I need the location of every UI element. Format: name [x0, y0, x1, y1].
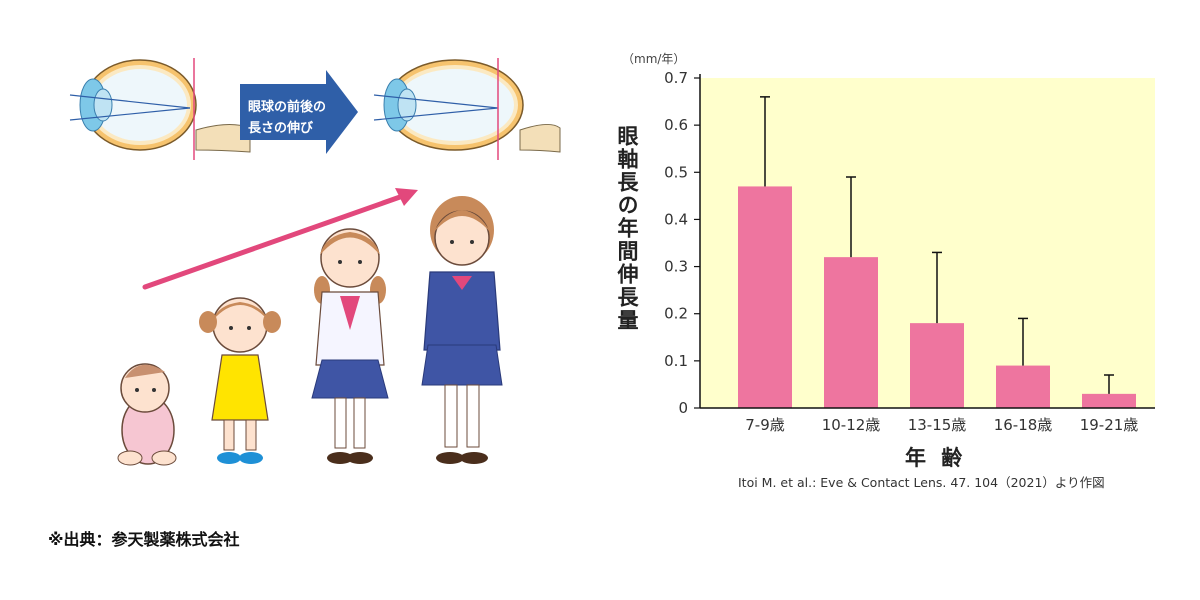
bar-chart: 0 0.1 0.2 0.3 0.4 0.5 0.6 0.7 7-9歳 10-12歳 13-15歳 1… [664, 69, 1155, 434]
x-tick-label: 19-21歳 [1080, 416, 1139, 434]
x-tick-label: 13-15歳 [908, 416, 967, 434]
bar-13-15歳 [910, 323, 964, 408]
growth-arrow-blue [240, 70, 358, 154]
growth-arrow-pink [142, 188, 418, 290]
x-tick-label: 10-12歳 [822, 416, 881, 434]
y-tick-label: 0.1 [664, 352, 688, 370]
eye-diagram-before [69, 58, 251, 160]
y-tick-label: 0.4 [664, 210, 688, 228]
y-unit-label: （mm/年） [622, 52, 686, 66]
bar-19-21歳 [1082, 393, 1136, 408]
y-tick-label: 0.7 [664, 69, 688, 87]
eye-diagram-after [373, 58, 561, 160]
bar-10-12歳 [824, 257, 878, 408]
bar-16-18歳 [996, 365, 1050, 408]
toddler-figure [199, 297, 281, 464]
y-tick-label: 0.3 [664, 258, 688, 276]
arrow-label-line2: 長さの伸び [248, 121, 314, 136]
y-axis-label: 眼軸長の年間伸長量 [615, 125, 639, 332]
baby-figure [117, 363, 177, 466]
teen-girl-figure [421, 196, 503, 464]
x-tick-label: 16-18歳 [994, 416, 1053, 434]
arrow-label-line1: 眼球の前後の [248, 100, 327, 115]
y-tick-label: 0 [678, 399, 688, 417]
eye-growth-illustration [69, 58, 561, 466]
y-tick-label: 0.5 [664, 163, 688, 181]
bar-7-9歳 [738, 186, 792, 408]
citation: Itoi M. et al.: Eve & Contact Lens. 47. … [738, 475, 1105, 490]
student-girl-figure [311, 228, 389, 464]
y-tick-label: 0.6 [664, 116, 688, 134]
x-axis-label: 年 齢 [905, 446, 967, 470]
y-tick-label: 0.2 [664, 305, 688, 323]
x-tick-label: 7-9歳 [745, 416, 785, 434]
source-note: ※出典：参天製薬株式会社 [48, 530, 240, 549]
